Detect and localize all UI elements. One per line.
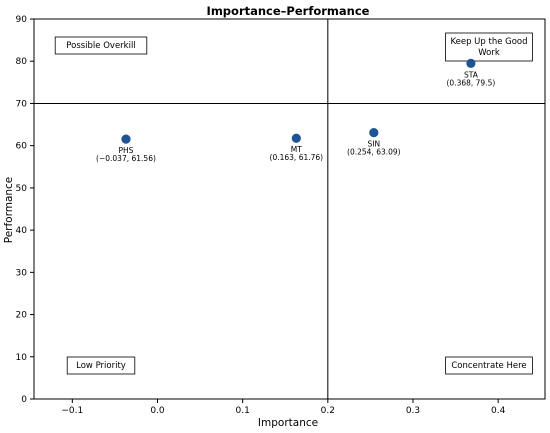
point-name-label: PHS [119, 146, 134, 155]
quadrant-label-box [445, 356, 533, 375]
y-tick-label: 70 [16, 99, 28, 109]
point-coord-label: (−0.037, 61.56) [96, 154, 156, 163]
data-point-sin [369, 128, 379, 138]
point-name-label: SIN [368, 140, 381, 149]
y-tick-label: 0 [21, 395, 27, 405]
x-tick-label: 0.3 [406, 406, 420, 416]
point-coord-label: (0.368, 79.5) [447, 78, 496, 87]
quadrant-label-low-priority: Low Priority [76, 361, 126, 371]
point-coord-label: (0.163, 61.76) [270, 153, 324, 162]
y-tick-label: 10 [16, 353, 28, 363]
y-tick-label: 40 [16, 226, 28, 236]
quadrant-label-box [445, 32, 533, 62]
data-point-phs [121, 134, 131, 144]
x-axis-label: Importance [258, 417, 318, 429]
point-name-label: STA [464, 70, 479, 79]
data-point-mt [291, 133, 301, 143]
x-tick-label: 0.2 [321, 406, 335, 416]
plot-area: −0.1 0.0 0.1 0.2 0.3 0.4 0 10 20 30 40 50 60 70 80 90 Po… [16, 15, 546, 416]
y-tick-label: 20 [16, 311, 28, 321]
y-tick-label: 60 [16, 142, 28, 152]
quadrant-label-box [54, 36, 148, 55]
quadrant-label-keep-up-the-good-work: Keep Up the Good [450, 37, 527, 47]
x-tick-label: 0.1 [235, 406, 249, 416]
x-tick-label: 0.0 [150, 406, 165, 416]
y-tick-label: 30 [16, 268, 28, 278]
y-tick-label: 50 [16, 184, 28, 194]
point-coord-label: (0.254, 63.09) [347, 148, 401, 157]
quadrant-label-keep-up-the-good-work: Work [478, 48, 500, 58]
y-axis-label: Performance [3, 177, 15, 244]
quadrant-label-box [66, 356, 136, 375]
quadrant-label-concentrate-here: Concentrate Here [451, 361, 526, 371]
y-tick-label: 80 [16, 57, 28, 67]
plot-frame [33, 18, 546, 400]
chart-title: Importance–Performance [207, 4, 370, 18]
data-point-sta [466, 58, 476, 68]
x-tick-label: −0.1 [61, 406, 83, 416]
point-name-label: MT [291, 145, 302, 154]
x-tick-label: 0.4 [491, 406, 506, 416]
quadrant-label-possible-overkill: Possible Overkill [66, 41, 135, 51]
y-tick-label: 90 [16, 15, 28, 25]
